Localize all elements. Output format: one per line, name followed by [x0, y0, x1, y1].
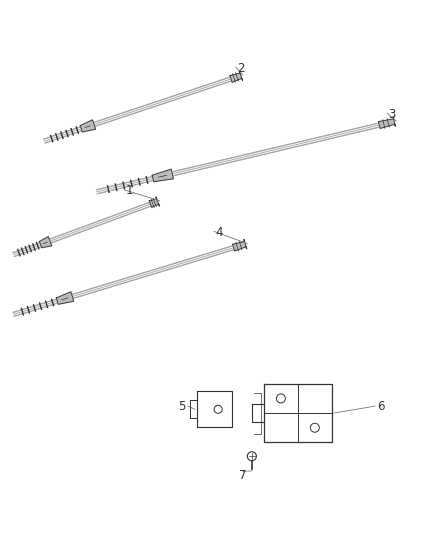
Text: 7: 7	[239, 469, 247, 482]
Text: 5: 5	[178, 400, 185, 413]
Polygon shape	[39, 237, 52, 248]
Text: 3: 3	[389, 108, 396, 120]
Polygon shape	[230, 71, 243, 82]
Text: 1: 1	[125, 184, 133, 197]
Polygon shape	[233, 239, 247, 251]
Polygon shape	[152, 169, 173, 182]
Polygon shape	[80, 120, 95, 132]
Polygon shape	[57, 292, 74, 304]
Text: 6: 6	[377, 400, 385, 413]
Text: 4: 4	[215, 226, 223, 239]
Text: 2: 2	[237, 62, 245, 75]
Polygon shape	[149, 197, 159, 207]
Polygon shape	[378, 117, 396, 128]
